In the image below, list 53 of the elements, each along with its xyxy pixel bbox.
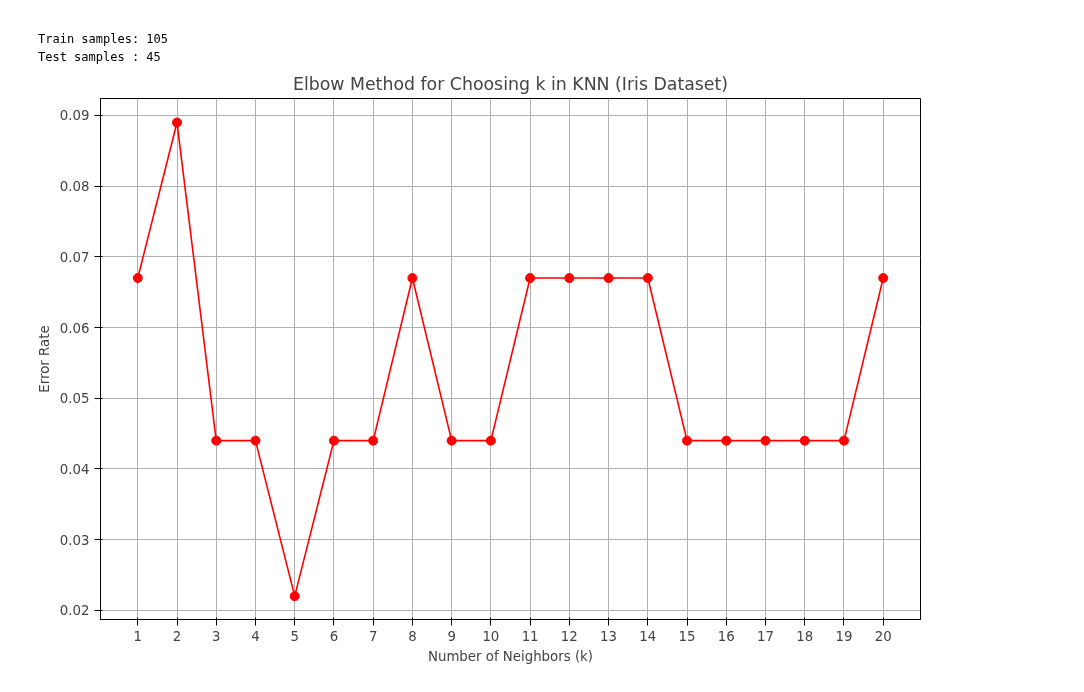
x-tick-label: 2 [172, 628, 182, 644]
point [446, 435, 457, 446]
point [603, 273, 614, 284]
point [485, 435, 496, 446]
point [250, 435, 261, 446]
y-tick-label: 0.08 [59, 179, 90, 195]
point [799, 435, 810, 446]
x-tick-label: 4 [251, 628, 260, 644]
x-tick-label: 18 [796, 628, 814, 644]
y-tick-label: 0.03 [59, 532, 90, 548]
x-tick-label: 12 [560, 628, 578, 644]
x-tick-label: 14 [639, 628, 657, 644]
point [407, 273, 418, 284]
point [838, 435, 849, 446]
x-axis-title: Number of Neighbors (k) [427, 648, 594, 664]
y-axis-title: Error Rate [36, 325, 52, 393]
x-tick-label: 7 [368, 628, 378, 644]
text: Train samples: 105 [38, 32, 169, 46]
y-tick-label: 0.06 [59, 320, 90, 336]
point [211, 435, 222, 446]
x-tick-label: 5 [290, 628, 299, 644]
point [721, 435, 732, 446]
point [525, 273, 536, 284]
x-tick-label: 9 [447, 628, 456, 644]
y-tick-label: 0.07 [59, 249, 90, 265]
x-tick-label: 20 [874, 628, 892, 644]
point [328, 435, 339, 446]
x-tick-label: 13 [600, 628, 618, 644]
text: Test samples : 45 [38, 50, 161, 64]
point [760, 435, 771, 446]
x-tick-label: 6 [329, 628, 339, 644]
x-tick-label: 16 [717, 628, 735, 644]
x-tick-label: 3 [212, 628, 221, 644]
y-tick-label: 0.05 [59, 391, 90, 407]
x-tick-label: 11 [521, 628, 539, 644]
point [132, 273, 143, 284]
point [172, 117, 183, 128]
chart-title: Elbow Method for Choosing k in KNN (Iris Dataset) [292, 73, 729, 94]
point [682, 435, 693, 446]
y-tick-label: 0.04 [59, 462, 90, 478]
x-tick-label: 10 [482, 628, 500, 644]
y-tick-label: 0.02 [59, 603, 90, 619]
x-tick-label: 17 [757, 628, 775, 644]
point [368, 435, 379, 446]
x-tick-label: 8 [408, 628, 417, 644]
y-tick-label: 0.09 [59, 108, 90, 124]
point [564, 273, 575, 284]
point [878, 273, 889, 284]
x-tick-label: 15 [678, 628, 696, 644]
x-tick-label: 1 [133, 628, 143, 644]
point [642, 273, 653, 284]
point [289, 591, 300, 602]
x-tick-label: 19 [835, 628, 853, 644]
